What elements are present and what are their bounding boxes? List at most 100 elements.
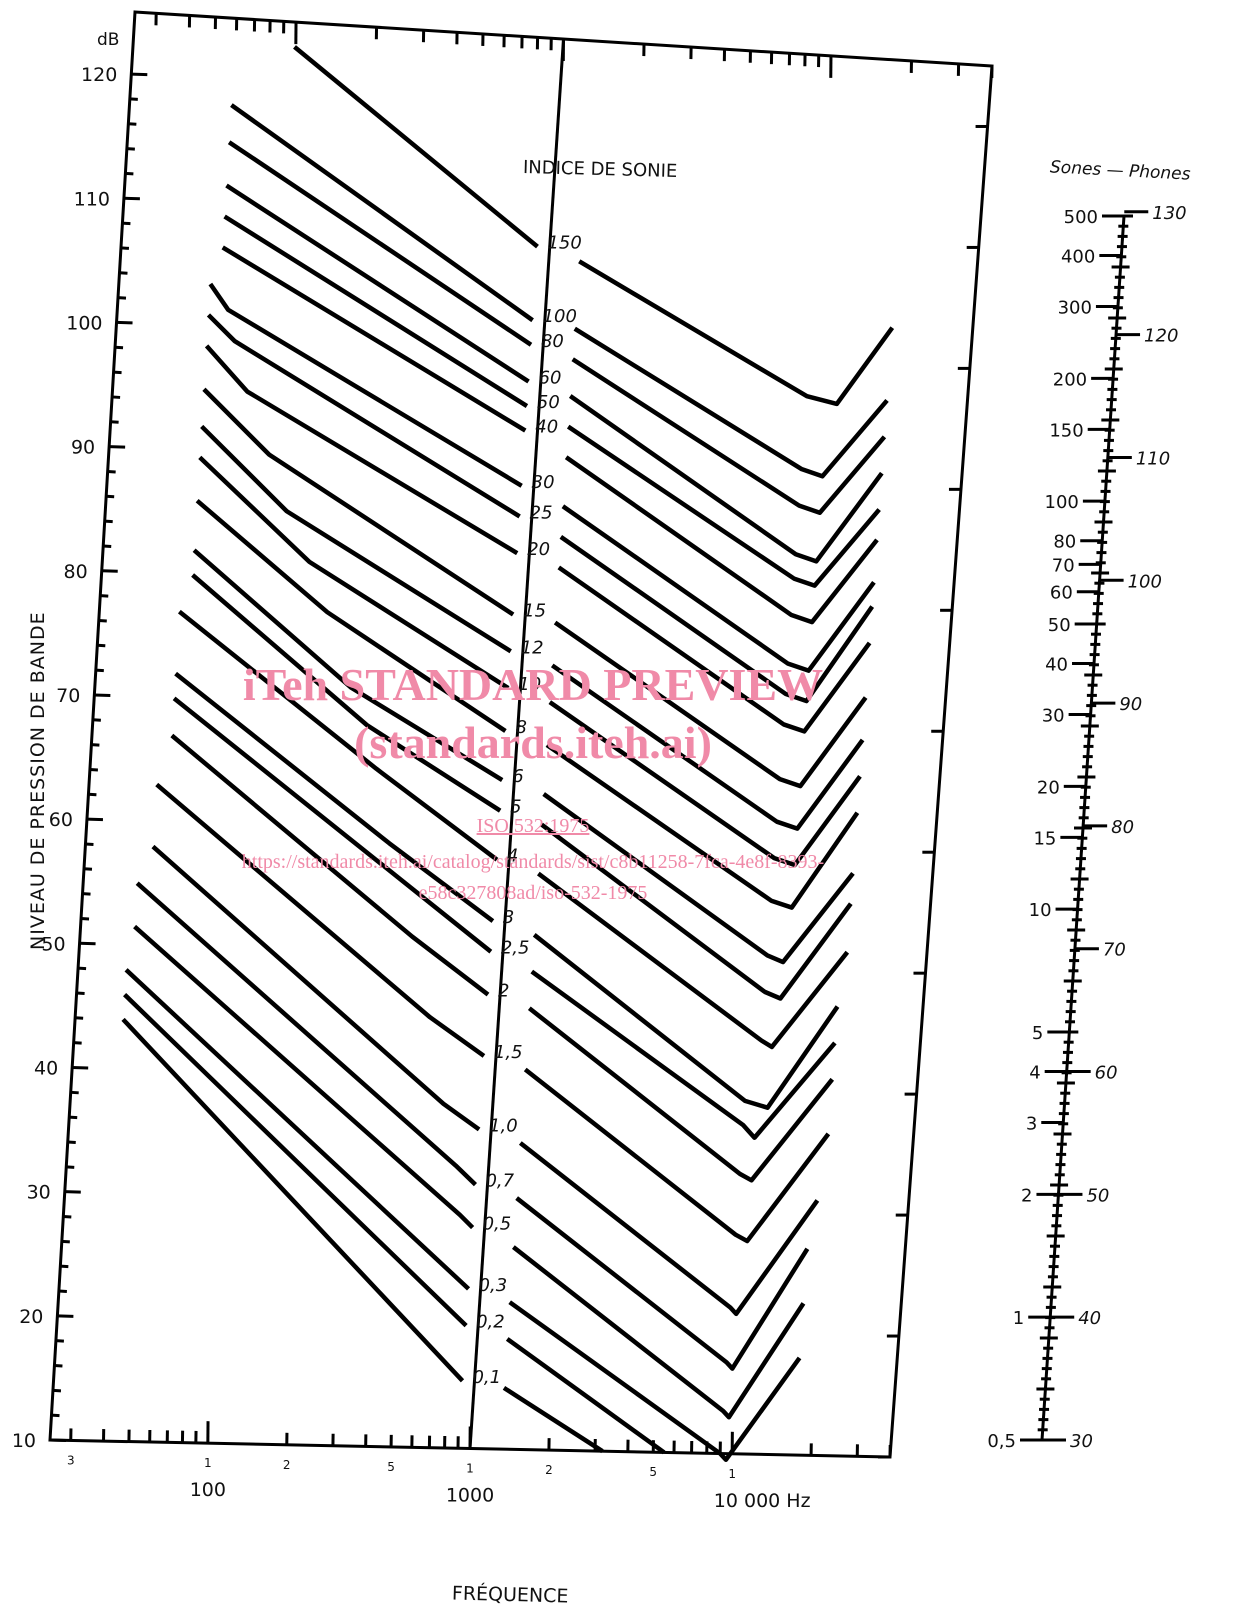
curve-left-0,2: [123, 992, 468, 1328]
y-minor-tick: [70, 1090, 79, 1095]
curve-left-0,1: [121, 1017, 465, 1383]
y-minor-tick: [106, 494, 115, 499]
y-major-tick: [49, 1438, 67, 1442]
y-tick-label: 40: [34, 1057, 58, 1079]
curve-left-2,5: [172, 696, 493, 954]
curve-left-0,3: [124, 968, 471, 1291]
watermark-line5: e58c327808ad/iso-532-1975: [419, 882, 648, 904]
y-minor-tick: [91, 743, 100, 747]
curve-left-1,5: [155, 782, 486, 1058]
curve-left-2: [170, 733, 490, 997]
sones-label: 20: [1037, 777, 1060, 798]
y-minor-tick: [103, 544, 112, 548]
curve-left-150: [293, 45, 539, 249]
y-minor-tick: [60, 1264, 69, 1269]
y-minor-tick: [117, 296, 127, 300]
y-minor-tick: [80, 916, 90, 921]
curve-left-30: [208, 282, 523, 488]
curve-left-0,5: [133, 924, 475, 1230]
sones-label: 80: [1053, 532, 1076, 553]
curve-label: 20: [527, 539, 550, 560]
y-minor-tick: [129, 97, 138, 101]
curve-label: 1,5: [494, 1042, 523, 1063]
y-minor-tick: [104, 519, 113, 524]
curve-right-150: [578, 259, 895, 407]
sones-label: 400: [1061, 247, 1095, 268]
curve-right-30: [561, 504, 876, 673]
phones-label: 40: [1078, 1308, 1101, 1329]
curve-label: 30: [532, 472, 555, 493]
sones-label: 2: [1021, 1185, 1032, 1206]
curve-left-0,7: [135, 881, 478, 1187]
loudness-curves: [121, 45, 895, 1463]
curve-label: 6: [512, 766, 523, 787]
curve-right-80: [571, 357, 887, 515]
curve-right-0,1: [502, 1385, 604, 1454]
y-minor-tick: [128, 122, 137, 126]
curve-right-60: [568, 394, 884, 564]
sones-label: 70: [1052, 555, 1075, 576]
y-tick-label: 100: [66, 312, 102, 334]
y-minor-tick: [95, 668, 104, 673]
y-major-tick: [131, 72, 148, 77]
y-tick-label: 30: [27, 1182, 51, 1204]
x-minor-label: 5: [387, 1460, 395, 1474]
curve-right-20: [557, 565, 872, 734]
sones-label: 0,5: [987, 1431, 1016, 1452]
curve-label: 0,7: [485, 1171, 514, 1192]
y-minor-tick: [51, 1413, 60, 1418]
curve-label: 25: [530, 502, 553, 523]
y-minor-tick: [107, 469, 116, 474]
sones-label: 300: [1058, 298, 1092, 319]
watermark-line1: iTeh STANDARD PREVIEW: [243, 659, 823, 710]
sones-label: 30: [1042, 706, 1065, 727]
x-minor-label: 1: [204, 1456, 212, 1470]
y-major-tick: [72, 1065, 89, 1070]
phones-label: 80: [1111, 817, 1134, 838]
watermark-line4: https://standards.iteh.ai/catalog/standa…: [242, 851, 824, 873]
y-minor-tick: [73, 1041, 82, 1045]
curve-label: 10: [518, 674, 541, 695]
x-minor-label: 5: [649, 1465, 657, 1479]
curve-right-15: [553, 620, 868, 789]
y-major-tick: [109, 445, 126, 449]
y-major-tick: [64, 1190, 81, 1194]
curve-left-40: [221, 245, 527, 433]
curve-right-8: [545, 743, 860, 910]
curve-label: 40: [535, 417, 558, 438]
curve-left-5: [191, 573, 502, 813]
y-tick-label: 110: [74, 188, 110, 210]
y-minor-tick: [54, 1363, 63, 1368]
y-minor-tick: [77, 966, 87, 971]
phones-label: 100: [1128, 571, 1162, 592]
curve-label: 0,3: [479, 1275, 508, 1296]
curve-label: 8: [515, 717, 526, 738]
curve-label: 15: [523, 601, 546, 622]
y-minor-tick: [110, 420, 119, 424]
y-minor-tick: [58, 1289, 67, 1293]
y-tick-label: 70: [56, 685, 80, 707]
curve-label: 0,5: [483, 1214, 512, 1235]
curve-right-0,7: [515, 1196, 810, 1371]
curve-left-6: [192, 548, 504, 782]
sones-label: 100: [1045, 492, 1079, 513]
curve-right-0,3: [508, 1300, 802, 1463]
sones-label: 3: [1026, 1114, 1037, 1135]
curve-left-12: [200, 424, 512, 654]
y-minor-tick: [89, 767, 99, 772]
sones-phones-scale: 5004003002001501008070605040302015105432…: [987, 203, 1186, 1452]
curve-right-1,5: [523, 1067, 831, 1244]
y-minor-tick: [82, 892, 91, 896]
curve-right-100: [573, 326, 889, 479]
y-tick-label: 10: [12, 1430, 36, 1452]
y-minor-tick: [55, 1339, 65, 1343]
x-tick-label: 10 000 Hz: [714, 1490, 811, 1512]
curve-right-0,5: [511, 1245, 806, 1420]
curve-left-10: [198, 455, 510, 690]
y-minor-tick: [92, 718, 101, 722]
curve-label: 100: [543, 306, 577, 327]
y-minor-tick: [111, 395, 121, 399]
y-minor-tick: [100, 594, 109, 598]
y-major-tick: [86, 817, 104, 822]
